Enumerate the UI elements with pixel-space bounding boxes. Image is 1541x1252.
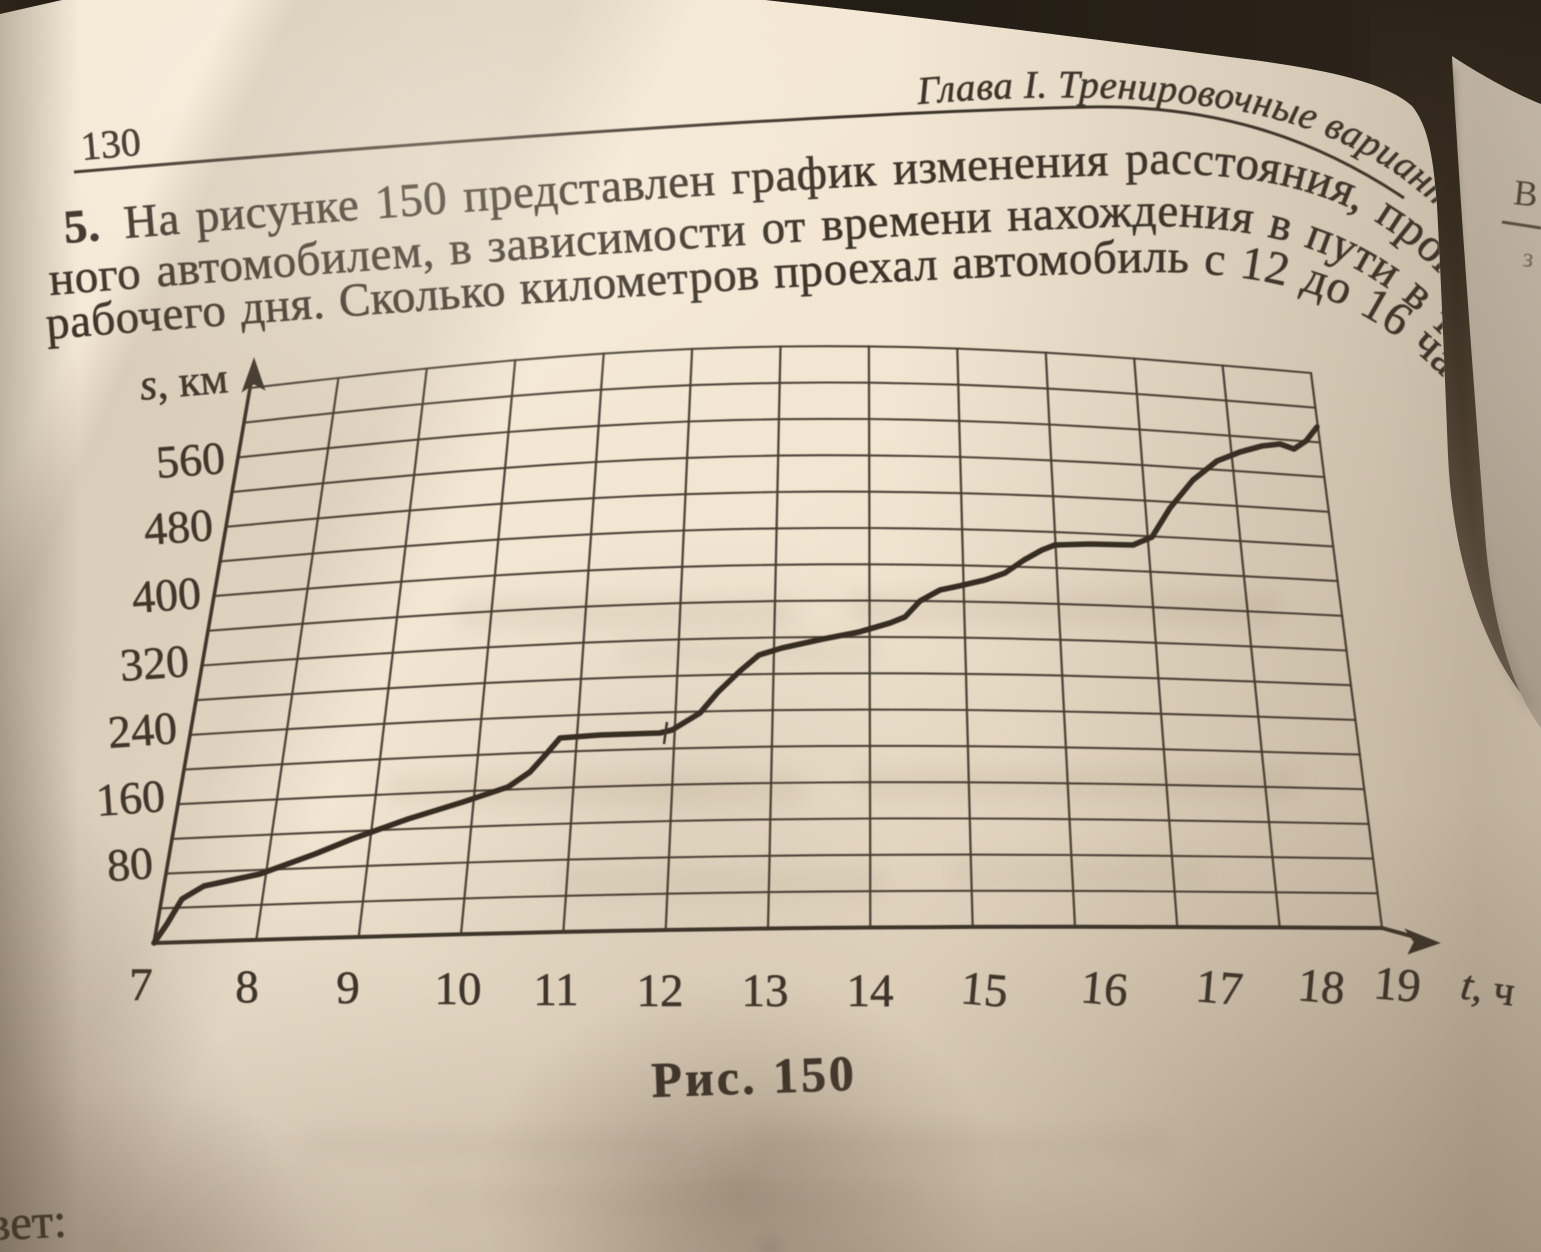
svg-text:80: 80 bbox=[105, 837, 154, 891]
svg-text:15: 15 bbox=[959, 962, 1010, 1018]
svg-text:19: 19 bbox=[1372, 957, 1423, 1013]
svg-text:14: 14 bbox=[847, 965, 894, 1017]
svg-text:320: 320 bbox=[118, 635, 190, 691]
svg-text:s, км: s, км bbox=[138, 353, 230, 410]
svg-text:8: 8 bbox=[235, 961, 259, 1013]
svg-text:t, ч: t, ч bbox=[1458, 963, 1518, 1016]
svg-text:160: 160 bbox=[94, 770, 166, 826]
svg-text:11: 11 bbox=[533, 964, 578, 1016]
svg-text:480: 480 bbox=[142, 499, 214, 555]
svg-text:9: 9 bbox=[336, 962, 360, 1014]
svg-text:130: 130 bbox=[79, 119, 143, 169]
svg-text:вет:: вет: bbox=[0, 1193, 68, 1252]
svg-text:7: 7 bbox=[129, 959, 153, 1011]
svg-text:В: В bbox=[1512, 172, 1540, 214]
svg-text:з: з bbox=[1521, 242, 1535, 273]
svg-text:16: 16 bbox=[1079, 961, 1130, 1017]
svg-text:400: 400 bbox=[130, 567, 202, 623]
svg-text:17: 17 bbox=[1194, 960, 1245, 1016]
svg-text:18: 18 bbox=[1296, 959, 1347, 1015]
svg-text:240: 240 bbox=[106, 702, 178, 758]
svg-text:13: 13 bbox=[742, 965, 789, 1017]
svg-text:Рис. 150: Рис. 150 bbox=[650, 1045, 857, 1108]
svg-text:10: 10 bbox=[435, 963, 482, 1015]
svg-text:12: 12 bbox=[637, 965, 684, 1017]
svg-text:560: 560 bbox=[154, 432, 226, 488]
